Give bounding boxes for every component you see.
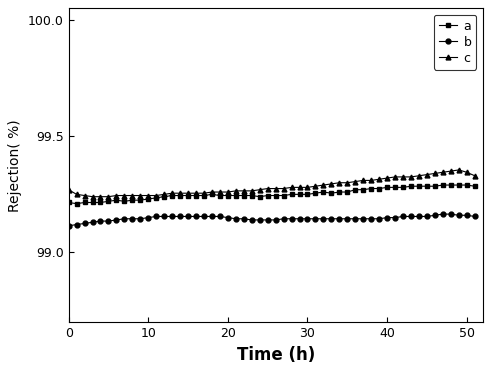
- a: [289, 192, 295, 196]
- c: [106, 195, 111, 199]
- c: [289, 185, 295, 190]
- b: [440, 212, 446, 217]
- a: [440, 183, 446, 187]
- a: [217, 193, 223, 198]
- a: [106, 199, 111, 203]
- Y-axis label: Rejection( %): Rejection( %): [8, 119, 22, 212]
- c: [472, 173, 478, 178]
- b: [328, 217, 334, 221]
- Line: b: b: [66, 212, 477, 228]
- Line: c: c: [66, 167, 477, 199]
- c: [336, 180, 342, 185]
- a: [265, 193, 271, 198]
- b: [209, 214, 215, 219]
- b: [98, 219, 104, 223]
- a: [66, 200, 72, 205]
- X-axis label: Time (h): Time (h): [237, 346, 315, 364]
- Line: a: a: [66, 183, 477, 206]
- c: [456, 168, 462, 172]
- Legend: a, b, c: a, b, c: [434, 15, 476, 70]
- b: [472, 214, 478, 219]
- b: [448, 212, 454, 217]
- a: [74, 201, 80, 206]
- b: [257, 218, 263, 222]
- b: [66, 224, 72, 228]
- a: [472, 184, 478, 189]
- a: [336, 190, 342, 194]
- b: [312, 217, 318, 221]
- c: [217, 190, 223, 194]
- c: [66, 187, 72, 192]
- c: [265, 186, 271, 191]
- a: [321, 190, 327, 194]
- c: [321, 183, 327, 187]
- c: [89, 195, 95, 199]
